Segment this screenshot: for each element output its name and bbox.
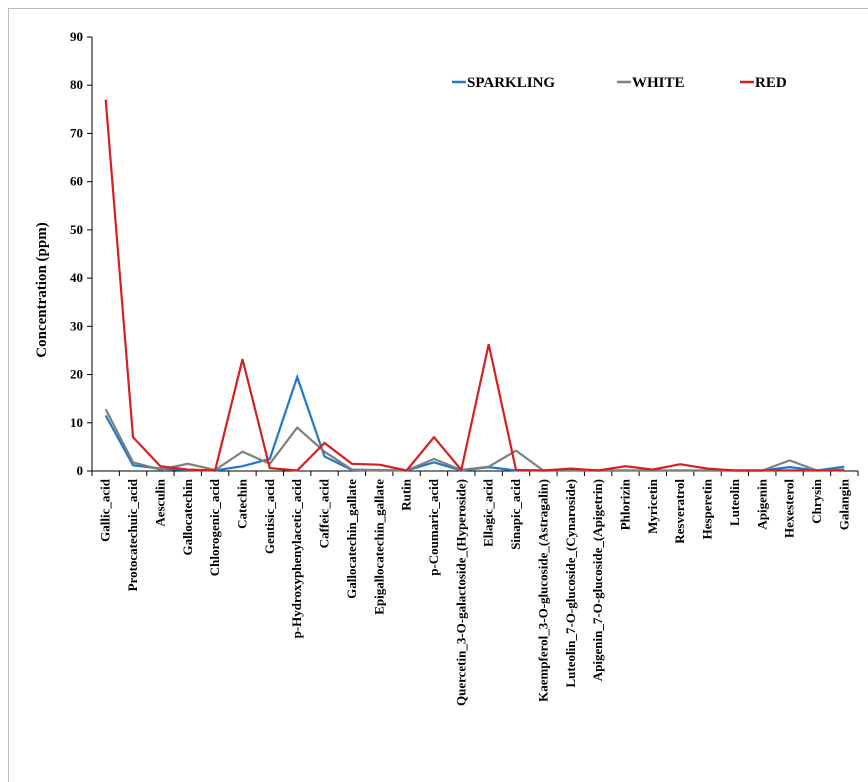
x-tick-label: Sinapic_acid <box>508 478 523 550</box>
x-tick-label: Ellagic_acid <box>481 478 496 547</box>
x-tick-label: Resveratrol <box>672 479 687 544</box>
legend-label-sparkling: SPARKLING <box>467 75 555 91</box>
x-tick-label: Luteolin_7-O-glucoside_(Cynaroside) <box>563 479 578 688</box>
x-tick-label: Caffeic_acid <box>317 478 332 548</box>
x-tick-label: Chrysin <box>809 478 824 524</box>
legend: SPARKLING WHITE RED <box>452 75 787 91</box>
chart-frame <box>8 8 868 782</box>
x-tick-label: Apigenin <box>754 478 769 529</box>
x-tick-label: Epigallocatechin_gallate <box>371 479 386 615</box>
legend-label-white: WHITE <box>632 75 685 91</box>
x-tick-label: Phlorizin <box>617 478 632 530</box>
x-tick-label: Catechin <box>234 478 249 529</box>
x-tick-label: Luteolin <box>727 478 742 526</box>
x-tick-label: Quercetin_3-O-galactoside_(Hyperoside) <box>453 479 468 706</box>
series-line-red <box>104 99 845 473</box>
x-tick-label: Kaempferol_3-O-glucoside_(Astragalin) <box>535 479 550 702</box>
y-tick-label: 50 <box>70 222 83 237</box>
x-tick-label: Chlorogenic_acid <box>207 478 222 576</box>
series-lines <box>104 99 845 473</box>
legend-label-red: RED <box>755 75 787 91</box>
y-tick-label: 30 <box>70 318 83 333</box>
y-tick-label: 60 <box>70 174 83 189</box>
x-tick-label: Aesculin <box>152 478 167 526</box>
y-tick-label: 40 <box>70 270 83 285</box>
y-tick-label: 70 <box>70 125 83 140</box>
x-tick-label: Gallic_acid <box>98 478 113 542</box>
x-tick-label: Gallocatechin <box>180 478 195 555</box>
y-tick-label: 90 <box>70 29 83 44</box>
x-tick-label: Galangin <box>836 478 851 530</box>
x-tick-label: Rutin <box>399 478 414 511</box>
series-line-sparkling <box>104 373 845 472</box>
x-axis: Gallic_acid Protocatechuic_acid Aesculin Ga… <box>91 470 859 706</box>
x-tick-label: Apigenin_7-O-glucoside_(Apigetrin) <box>590 479 605 681</box>
x-tick-label: Gentisic_acid <box>262 478 277 554</box>
y-tick-label: 20 <box>70 367 83 382</box>
x-tick-label: p-Hydroxyphenylacetic_acid <box>289 478 304 638</box>
x-tick-label: Hesperetin <box>700 478 715 539</box>
x-tick-label: p-Coumaric_acid <box>426 478 441 576</box>
x-tick-label: Protocatechuic_acid <box>125 478 140 591</box>
x-tick-label: Gallocatechin_gallate <box>344 479 359 599</box>
x-tick-label: Hexesterol <box>782 479 797 538</box>
x-tick-label: Myricetin <box>645 478 660 534</box>
y-tick-label: 80 <box>70 77 83 92</box>
y-axis: 0 10 20 30 40 50 60 70 80 90 <box>70 29 93 478</box>
y-tick-label: 0 <box>77 463 84 478</box>
y-axis-label: Concentration (ppm) <box>34 222 50 357</box>
y-tick-label: 10 <box>70 415 83 430</box>
